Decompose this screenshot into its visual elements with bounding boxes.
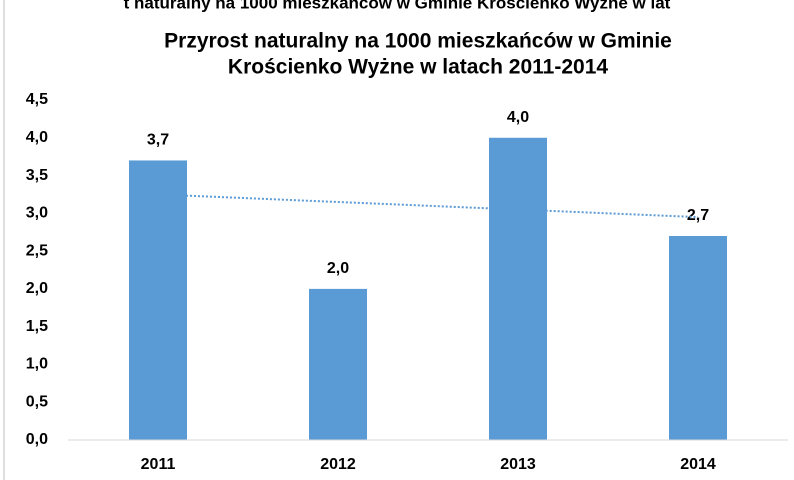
y-tick-label: 0,5: [26, 393, 48, 410]
bar: [129, 160, 187, 440]
bar: [489, 137, 547, 440]
bar: [309, 288, 367, 440]
data-label: 4,0: [507, 109, 529, 126]
y-tick-label: 2,5: [26, 242, 48, 259]
x-tick-label: 2013: [500, 456, 536, 473]
data-label: 2,0: [327, 260, 349, 277]
data-label: 3,7: [147, 132, 169, 149]
y-tick-label: 4,5: [26, 91, 48, 108]
data-label: 2,7: [687, 207, 709, 224]
y-tick-label: 4,0: [26, 129, 48, 146]
y-tick-label: 0,0: [26, 431, 48, 448]
chart-title: Przyrost naturalny na 1000 mieszkańców w…: [164, 30, 672, 53]
cropped-caption: t naturalny na 1000 mieszkańców w Gminie…: [124, 0, 671, 12]
chart-title: Krościenko Wyżne w latach 2011-2014: [228, 56, 608, 79]
y-tick-label: 1,5: [26, 318, 48, 335]
bar: [669, 236, 727, 440]
y-tick-label: 3,0: [26, 205, 48, 222]
y-tick-label: 2,0: [26, 280, 48, 297]
y-tick-label: 1,0: [26, 356, 48, 373]
x-tick-label: 2014: [680, 456, 716, 473]
x-tick-label: 2011: [141, 456, 176, 473]
x-tick-label: 2012: [320, 456, 356, 473]
y-tick-label: 3,5: [26, 167, 48, 184]
